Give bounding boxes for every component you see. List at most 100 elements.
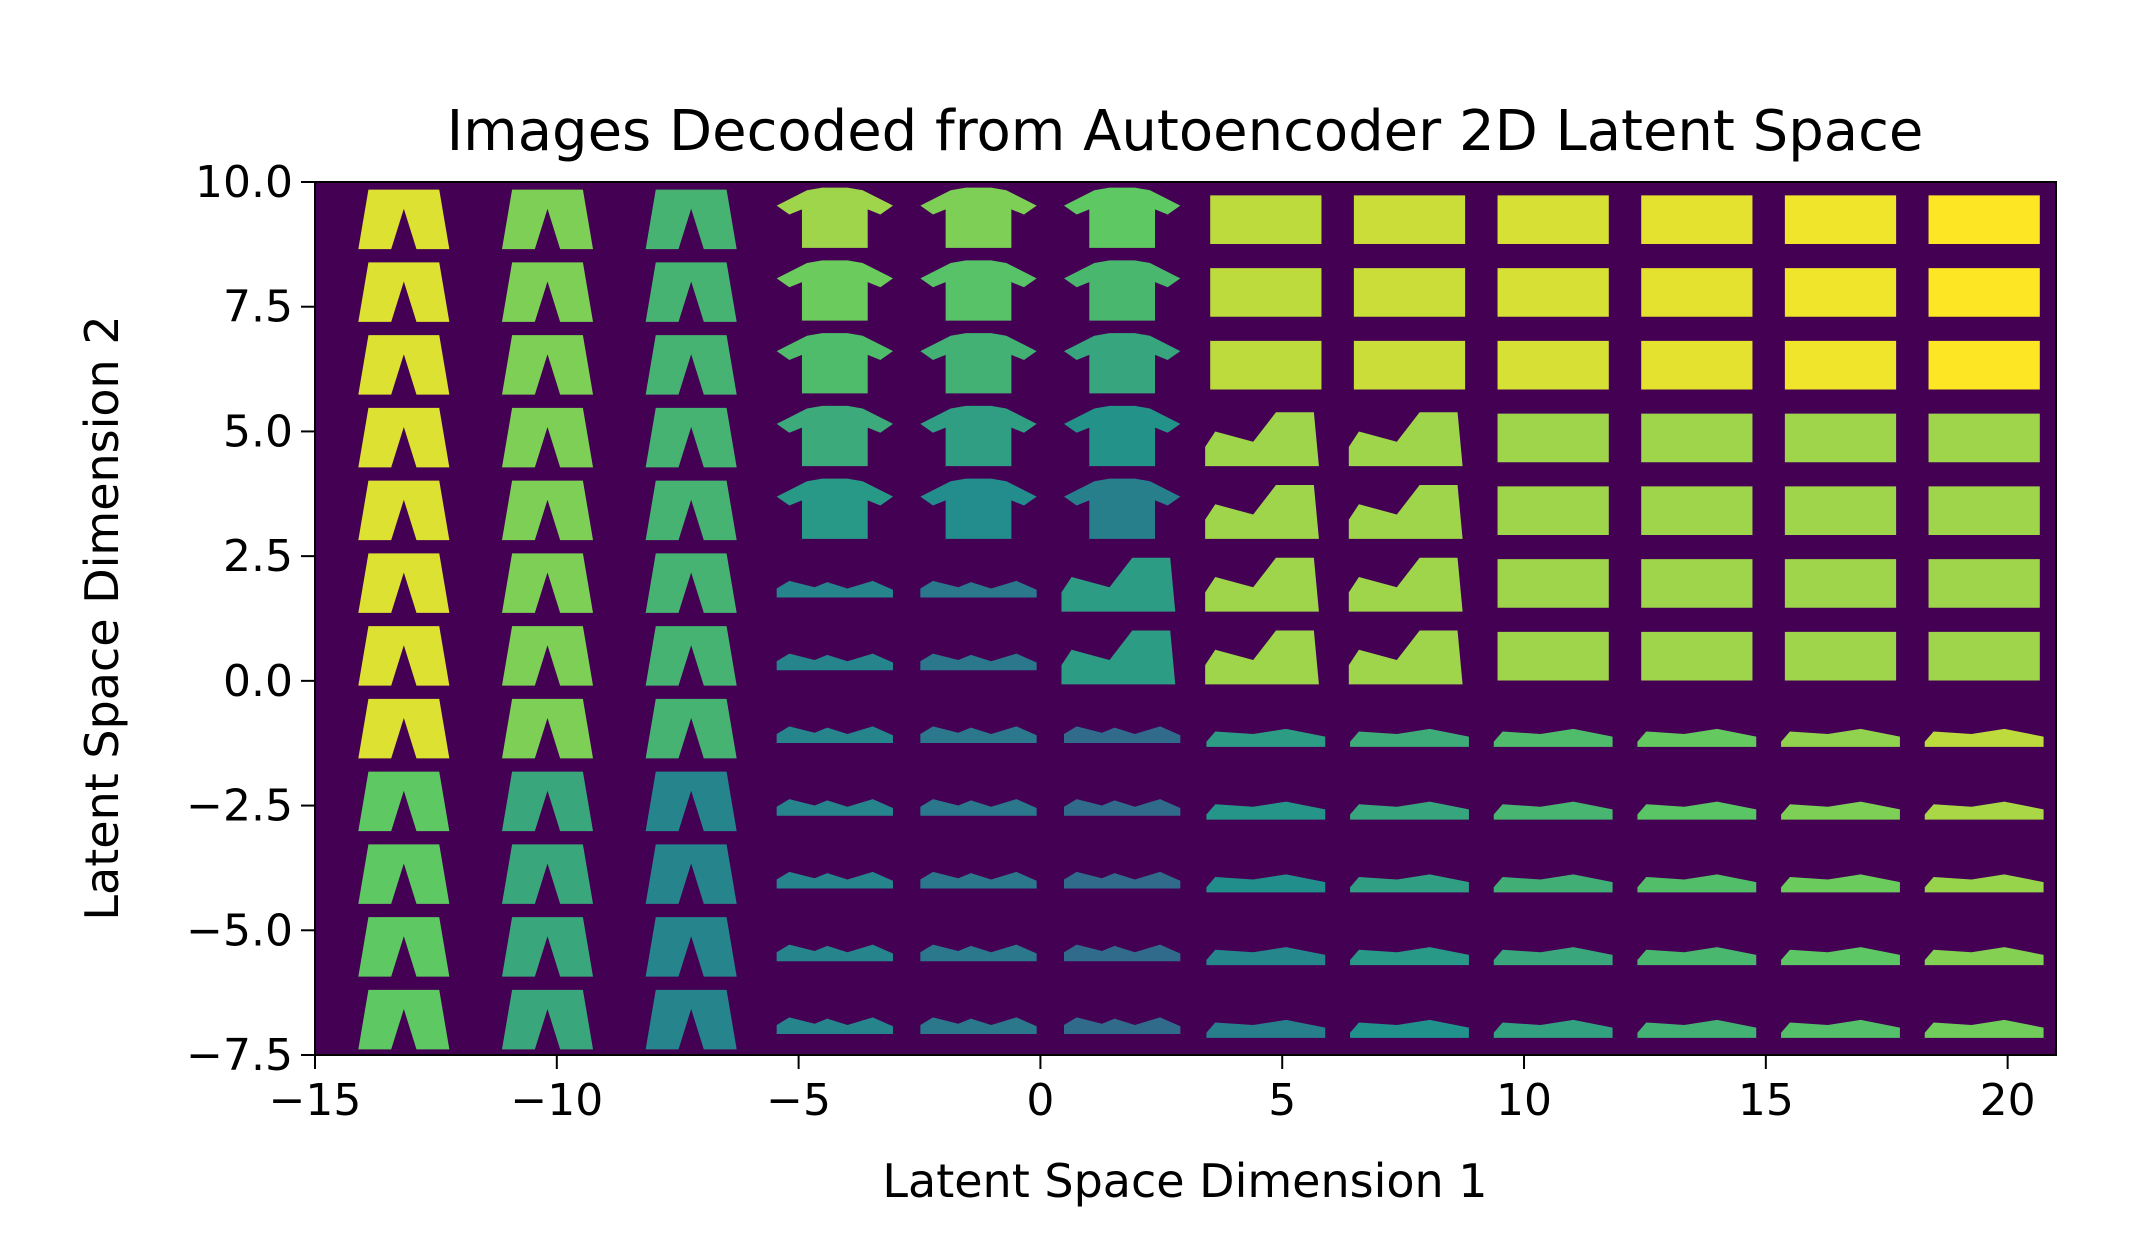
decoded-image-shape xyxy=(1781,874,1900,893)
decoded-image-shape xyxy=(1784,268,1897,317)
decoded-image-shape xyxy=(920,580,1037,598)
decoded-image-tile xyxy=(1928,340,2040,390)
decoded-image-tile xyxy=(1781,728,1900,747)
decoded-image-tile xyxy=(358,989,450,1050)
decoded-image-tile xyxy=(358,262,450,322)
decoded-image-tile xyxy=(1064,944,1181,962)
decoded-image-shape xyxy=(776,478,893,539)
decoded-image-shape xyxy=(645,553,737,613)
decoded-image-shape xyxy=(501,771,594,832)
decoded-image-shape xyxy=(358,480,450,541)
decoded-image-tile xyxy=(920,580,1037,598)
decoded-image-tile xyxy=(645,553,737,613)
decoded-image-shape xyxy=(1781,947,1900,966)
decoded-image-shape xyxy=(1205,412,1319,467)
decoded-image-shape xyxy=(1641,486,1753,535)
decoded-image-shape xyxy=(1210,195,1322,244)
decoded-image-tile xyxy=(1205,412,1319,467)
decoded-image-shape xyxy=(920,333,1037,394)
decoded-image-tile xyxy=(1637,1019,1757,1038)
decoded-image-tile xyxy=(776,726,893,743)
decoded-image-shape xyxy=(501,844,594,904)
decoded-image-tile xyxy=(1493,1019,1613,1038)
decoded-image-tile xyxy=(645,989,737,1050)
decoded-image-shape xyxy=(776,405,893,467)
decoded-image-tile xyxy=(1928,631,2040,681)
decoded-image-shape xyxy=(1637,801,1757,820)
decoded-image-shape xyxy=(501,553,594,613)
decoded-image-tile xyxy=(920,653,1037,671)
x-tick-label: 15 xyxy=(1738,1075,1794,1126)
decoded-image-tile xyxy=(1784,413,1897,463)
decoded-image-shape xyxy=(1781,801,1900,820)
decoded-image-tile xyxy=(1064,260,1181,321)
decoded-image-tile xyxy=(645,335,737,395)
decoded-image-tile xyxy=(1497,413,1609,463)
decoded-image-tile xyxy=(1784,559,1897,608)
decoded-image-shape xyxy=(1061,630,1176,685)
decoded-image-tile xyxy=(1206,1019,1326,1038)
decoded-image-shape xyxy=(1206,874,1326,893)
decoded-image-shape xyxy=(1781,728,1900,747)
decoded-image-tile xyxy=(776,260,893,321)
decoded-image-shape xyxy=(776,871,893,889)
decoded-image-tile xyxy=(776,333,893,394)
decoded-image-shape xyxy=(645,771,737,832)
decoded-image-tile xyxy=(645,917,737,977)
decoded-image-shape xyxy=(1641,631,1753,681)
decoded-image-tile xyxy=(1784,195,1897,244)
decoded-image-tile xyxy=(1206,728,1326,747)
decoded-image-shape xyxy=(1348,630,1463,685)
decoded-image-shape xyxy=(920,260,1037,321)
decoded-image-shape xyxy=(1641,268,1753,317)
decoded-image-shape xyxy=(1064,405,1181,467)
decoded-image-shape xyxy=(501,335,594,395)
decoded-image-shape xyxy=(358,262,450,322)
decoded-image-shape xyxy=(1350,1019,1469,1038)
decoded-image-shape xyxy=(645,480,737,541)
decoded-image-tile xyxy=(1928,559,2040,608)
decoded-image-shape xyxy=(1493,874,1613,893)
decoded-image-shape xyxy=(1497,413,1609,463)
decoded-image-shape xyxy=(776,653,893,671)
decoded-image-tile xyxy=(501,262,594,322)
decoded-image-tile xyxy=(1641,195,1753,244)
y-tick-label: 10.0 xyxy=(195,157,293,208)
decoded-image-tile xyxy=(645,844,737,904)
decoded-image-tile xyxy=(1497,559,1609,608)
decoded-image-tile xyxy=(1206,801,1326,820)
decoded-image-tile xyxy=(920,333,1037,394)
decoded-image-tile xyxy=(1924,947,2044,966)
decoded-image-tile xyxy=(1493,874,1613,893)
decoded-image-shape xyxy=(1350,874,1469,893)
decoded-image-shape xyxy=(1928,268,2040,317)
decoded-image-tile xyxy=(1781,1019,1900,1038)
decoded-image-tile xyxy=(1924,1019,2044,1038)
decoded-image-shape xyxy=(358,771,450,832)
decoded-image-tile xyxy=(1350,874,1469,893)
decoded-image-shape xyxy=(1784,631,1897,681)
decoded-image-shape xyxy=(1928,486,2040,535)
decoded-image-tile xyxy=(776,580,893,598)
decoded-image-shape xyxy=(776,799,893,816)
decoded-image-tile xyxy=(1497,268,1609,317)
decoded-image-tile xyxy=(1924,874,2044,893)
y-tick-label: 2.5 xyxy=(223,531,293,582)
decoded-image-shape xyxy=(1784,413,1897,463)
decoded-image-tile xyxy=(1353,268,1466,317)
decoded-image-shape xyxy=(1928,195,2040,244)
decoded-image-shape xyxy=(1784,486,1897,535)
decoded-image-shape xyxy=(776,187,893,248)
decoded-image-shape xyxy=(1924,874,2044,893)
x-tick-label: 0 xyxy=(1026,1075,1054,1126)
decoded-image-tile xyxy=(920,944,1037,962)
decoded-image-shape xyxy=(920,187,1037,248)
y-tick-label: 0.0 xyxy=(223,656,293,707)
decoded-image-shape xyxy=(645,407,737,468)
plot-background xyxy=(315,182,2056,1055)
x-tick-label: 20 xyxy=(1980,1075,2036,1126)
decoded-image-shape xyxy=(920,405,1037,467)
decoded-image-shape xyxy=(1210,340,1322,390)
decoded-image-tile xyxy=(1641,486,1753,535)
